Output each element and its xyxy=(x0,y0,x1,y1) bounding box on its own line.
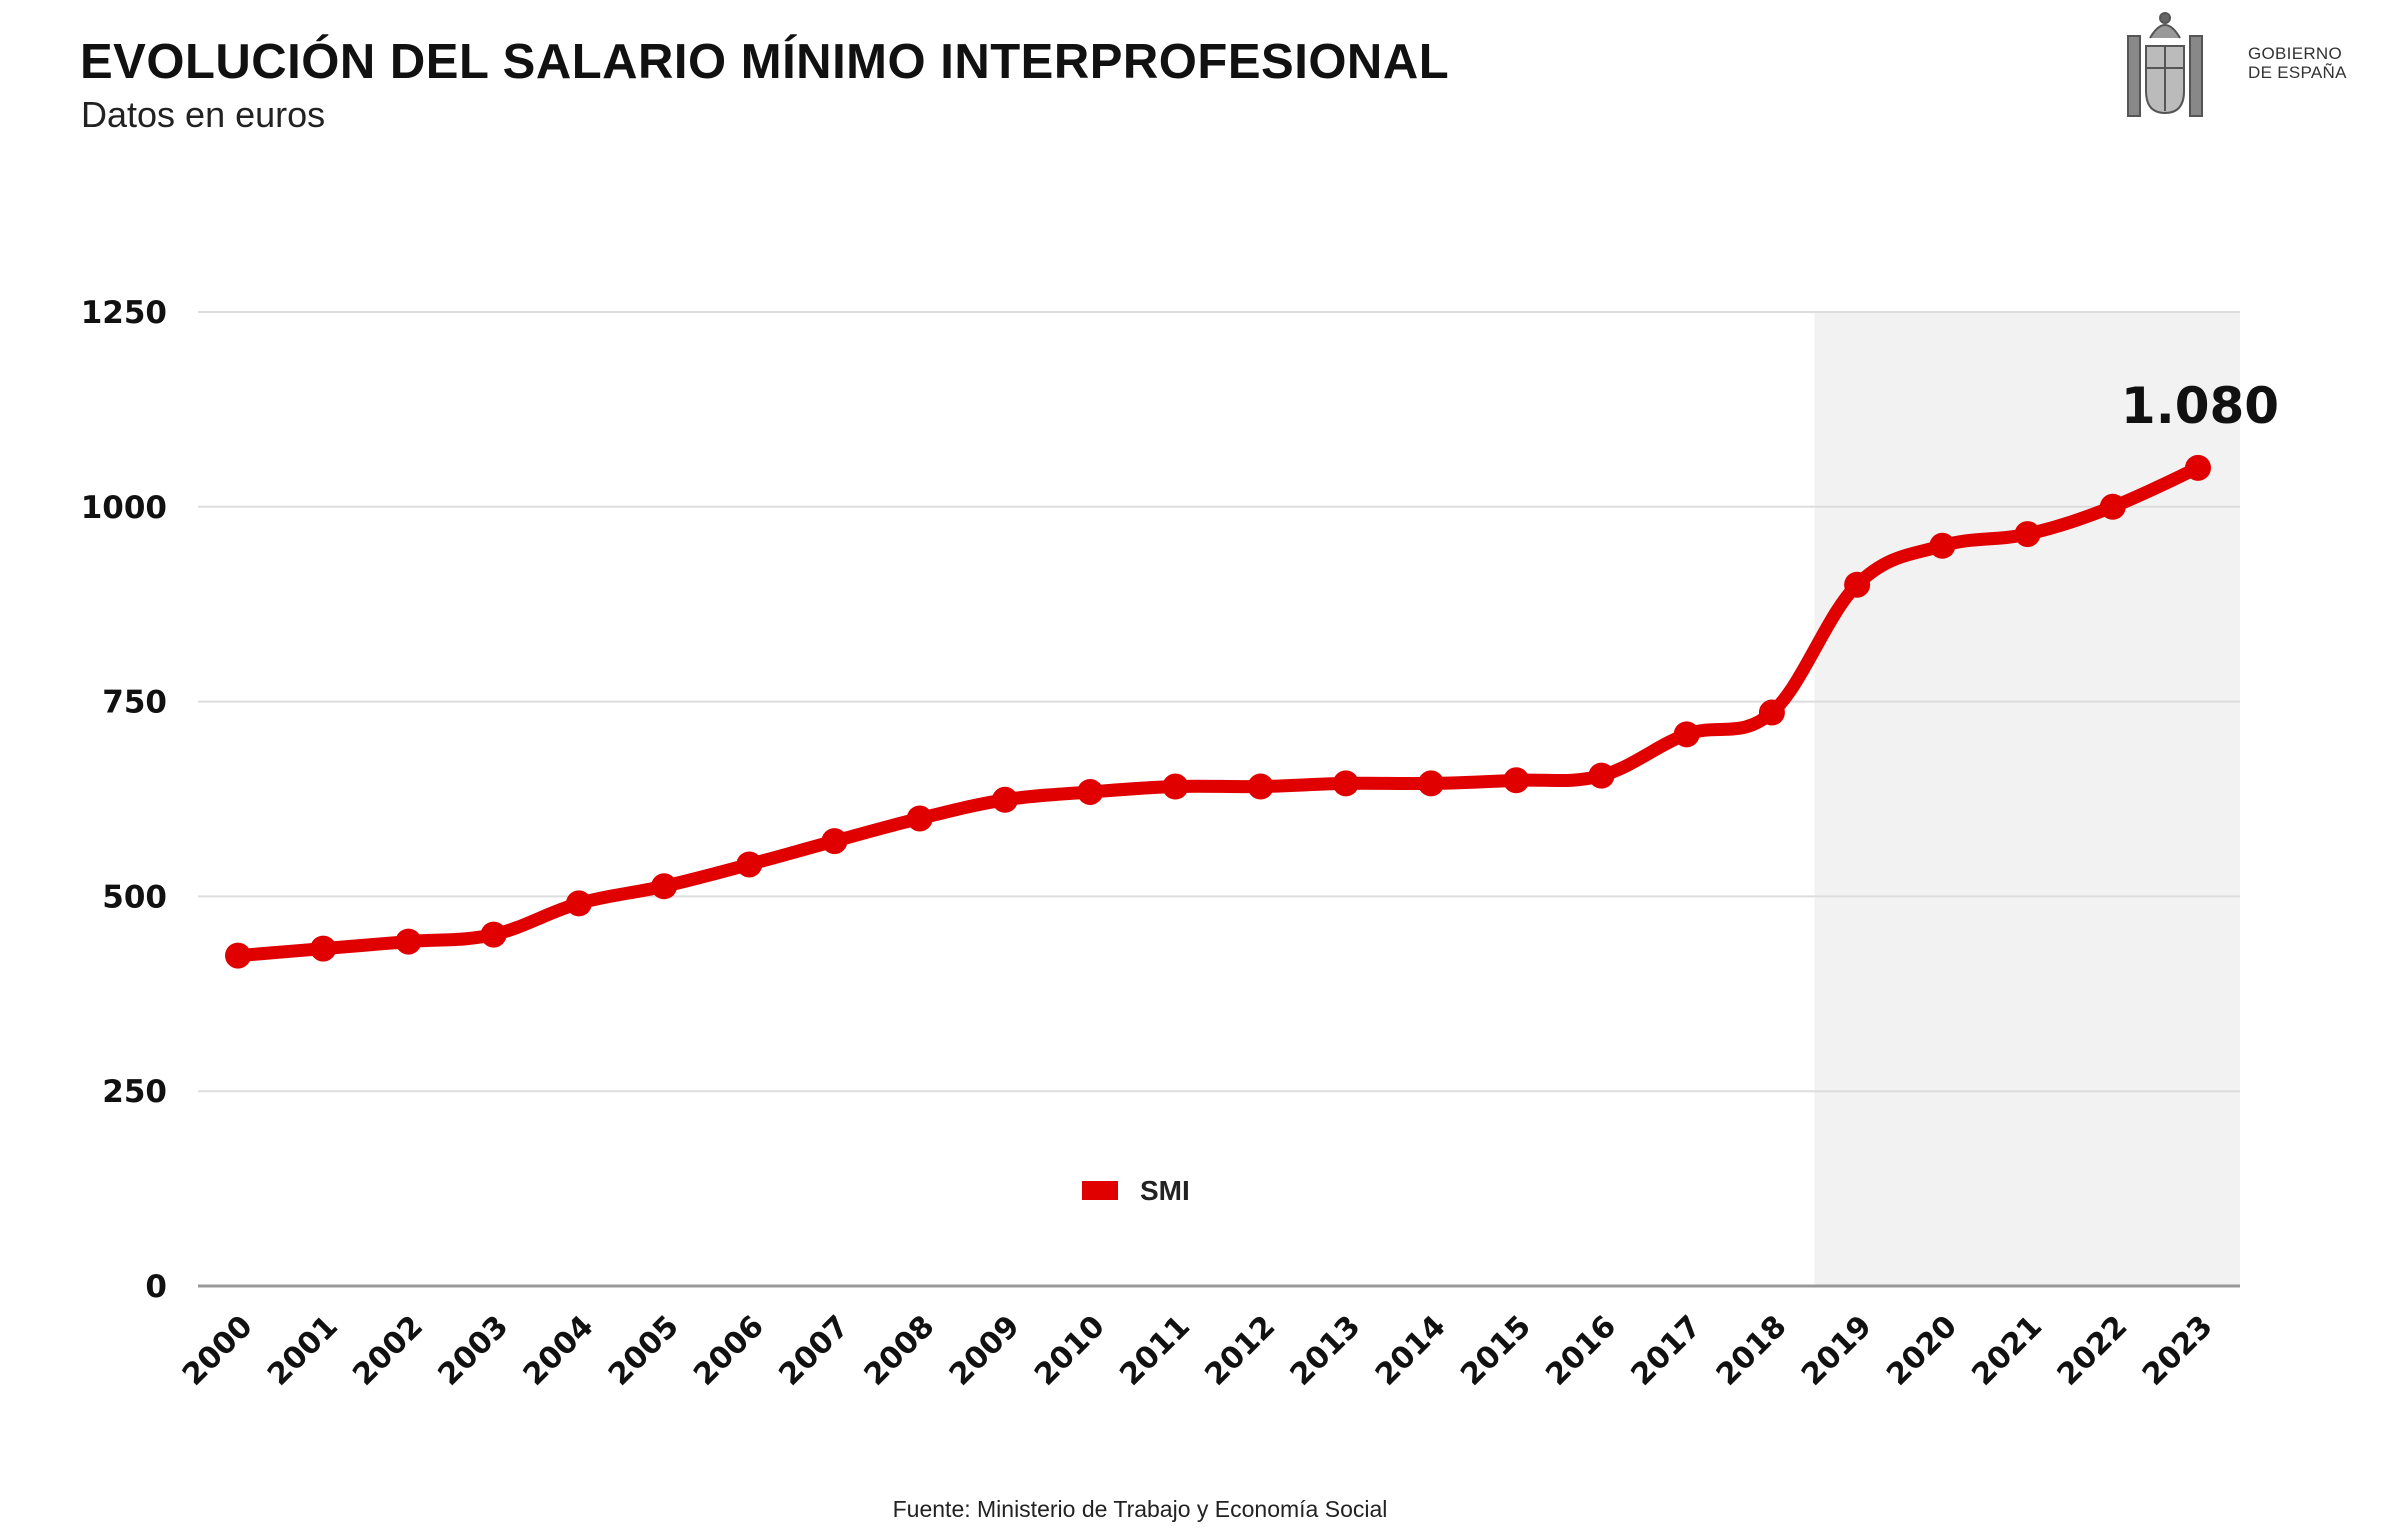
x-tick-label: 2012 xyxy=(1198,1309,1282,1393)
data-point-2007 xyxy=(821,828,848,855)
data-point-2017 xyxy=(1673,721,1700,748)
logo-text: GOBIERNO DE ESPAÑA xyxy=(2248,44,2347,82)
x-tick-label: 2008 xyxy=(858,1309,942,1393)
data-point-2011 xyxy=(1162,773,1189,800)
data-point-2012 xyxy=(1247,773,1274,800)
data-point-2010 xyxy=(1077,778,1104,805)
data-point-2014 xyxy=(1418,770,1445,797)
x-tick-label: 2005 xyxy=(602,1309,686,1393)
x-tick-label: 2018 xyxy=(1710,1309,1794,1393)
x-tick-label: 2020 xyxy=(1880,1309,1964,1393)
y-tick-label: 750 xyxy=(102,685,167,721)
data-point-2019 xyxy=(1844,571,1871,598)
x-tick-label: 2016 xyxy=(1539,1309,1623,1393)
y-tick-label: 250 xyxy=(102,1074,167,1110)
highlight-band xyxy=(1814,312,2240,1286)
page-subtitle: Datos en euros xyxy=(81,94,326,135)
page-title: EVOLUCIÓN DEL SALARIO MÍNIMO INTERPROFES… xyxy=(80,35,1450,89)
data-point-2006 xyxy=(736,851,763,878)
legend-swatch xyxy=(1082,1181,1118,1200)
data-point-2016 xyxy=(1588,762,1615,789)
x-tick-label: 2006 xyxy=(687,1309,771,1393)
source-note: Fuente: Ministerio de Trabajo y Economía… xyxy=(892,1496,1388,1522)
x-tick-label: 2001 xyxy=(261,1309,345,1393)
x-tick-label: 2000 xyxy=(176,1309,260,1393)
data-point-2013 xyxy=(1332,770,1359,797)
y-tick-label: 1250 xyxy=(81,295,167,331)
logo-line-2: DE ESPAÑA xyxy=(2248,63,2347,82)
logo-line-1: GOBIERNO xyxy=(2248,44,2343,63)
data-point-2000 xyxy=(225,942,251,969)
x-tick-label: 2009 xyxy=(943,1309,1027,1393)
data-point-2005 xyxy=(651,873,678,900)
legend-label: SMI xyxy=(1140,1175,1190,1206)
data-point-2002 xyxy=(395,928,422,955)
x-tick-label: 2002 xyxy=(346,1309,430,1393)
x-tick-label: 2019 xyxy=(1795,1309,1879,1393)
data-point-2023 xyxy=(2185,454,2211,481)
data-point-2021 xyxy=(2014,521,2041,548)
x-tick-label: 2013 xyxy=(1284,1309,1368,1393)
x-tick-label: 2010 xyxy=(1028,1309,1112,1393)
y-tick-label: 0 xyxy=(145,1269,167,1305)
coat-of-arms-icon xyxy=(2127,12,2203,117)
x-tick-label: 2011 xyxy=(1113,1309,1197,1393)
data-point-2022 xyxy=(2099,493,2126,520)
x-tick-label: 2007 xyxy=(772,1309,856,1393)
data-point-2001 xyxy=(310,935,337,962)
data-point-2018 xyxy=(1758,699,1785,726)
x-tick-label: 2017 xyxy=(1625,1309,1709,1393)
x-tick-label: 2014 xyxy=(1369,1309,1453,1393)
y-tick-label: 1000 xyxy=(81,490,167,526)
data-point-2004 xyxy=(565,890,592,917)
y-tick-label: 500 xyxy=(102,879,167,915)
x-tick-label: 2004 xyxy=(517,1309,601,1393)
data-point-2015 xyxy=(1503,767,1530,794)
data-point-2020 xyxy=(1929,532,1956,559)
x-tick-label: 2021 xyxy=(1965,1309,2049,1393)
value-annotation: 1.080 xyxy=(2121,377,2279,435)
x-tick-label: 2003 xyxy=(432,1309,516,1393)
data-point-2009 xyxy=(991,786,1018,813)
x-tick-label: 2015 xyxy=(1454,1309,1538,1393)
x-tick-label: 2022 xyxy=(2051,1309,2135,1393)
data-point-2003 xyxy=(480,921,507,948)
x-tick-label: 2023 xyxy=(2136,1309,2220,1393)
data-point-2008 xyxy=(906,805,933,832)
